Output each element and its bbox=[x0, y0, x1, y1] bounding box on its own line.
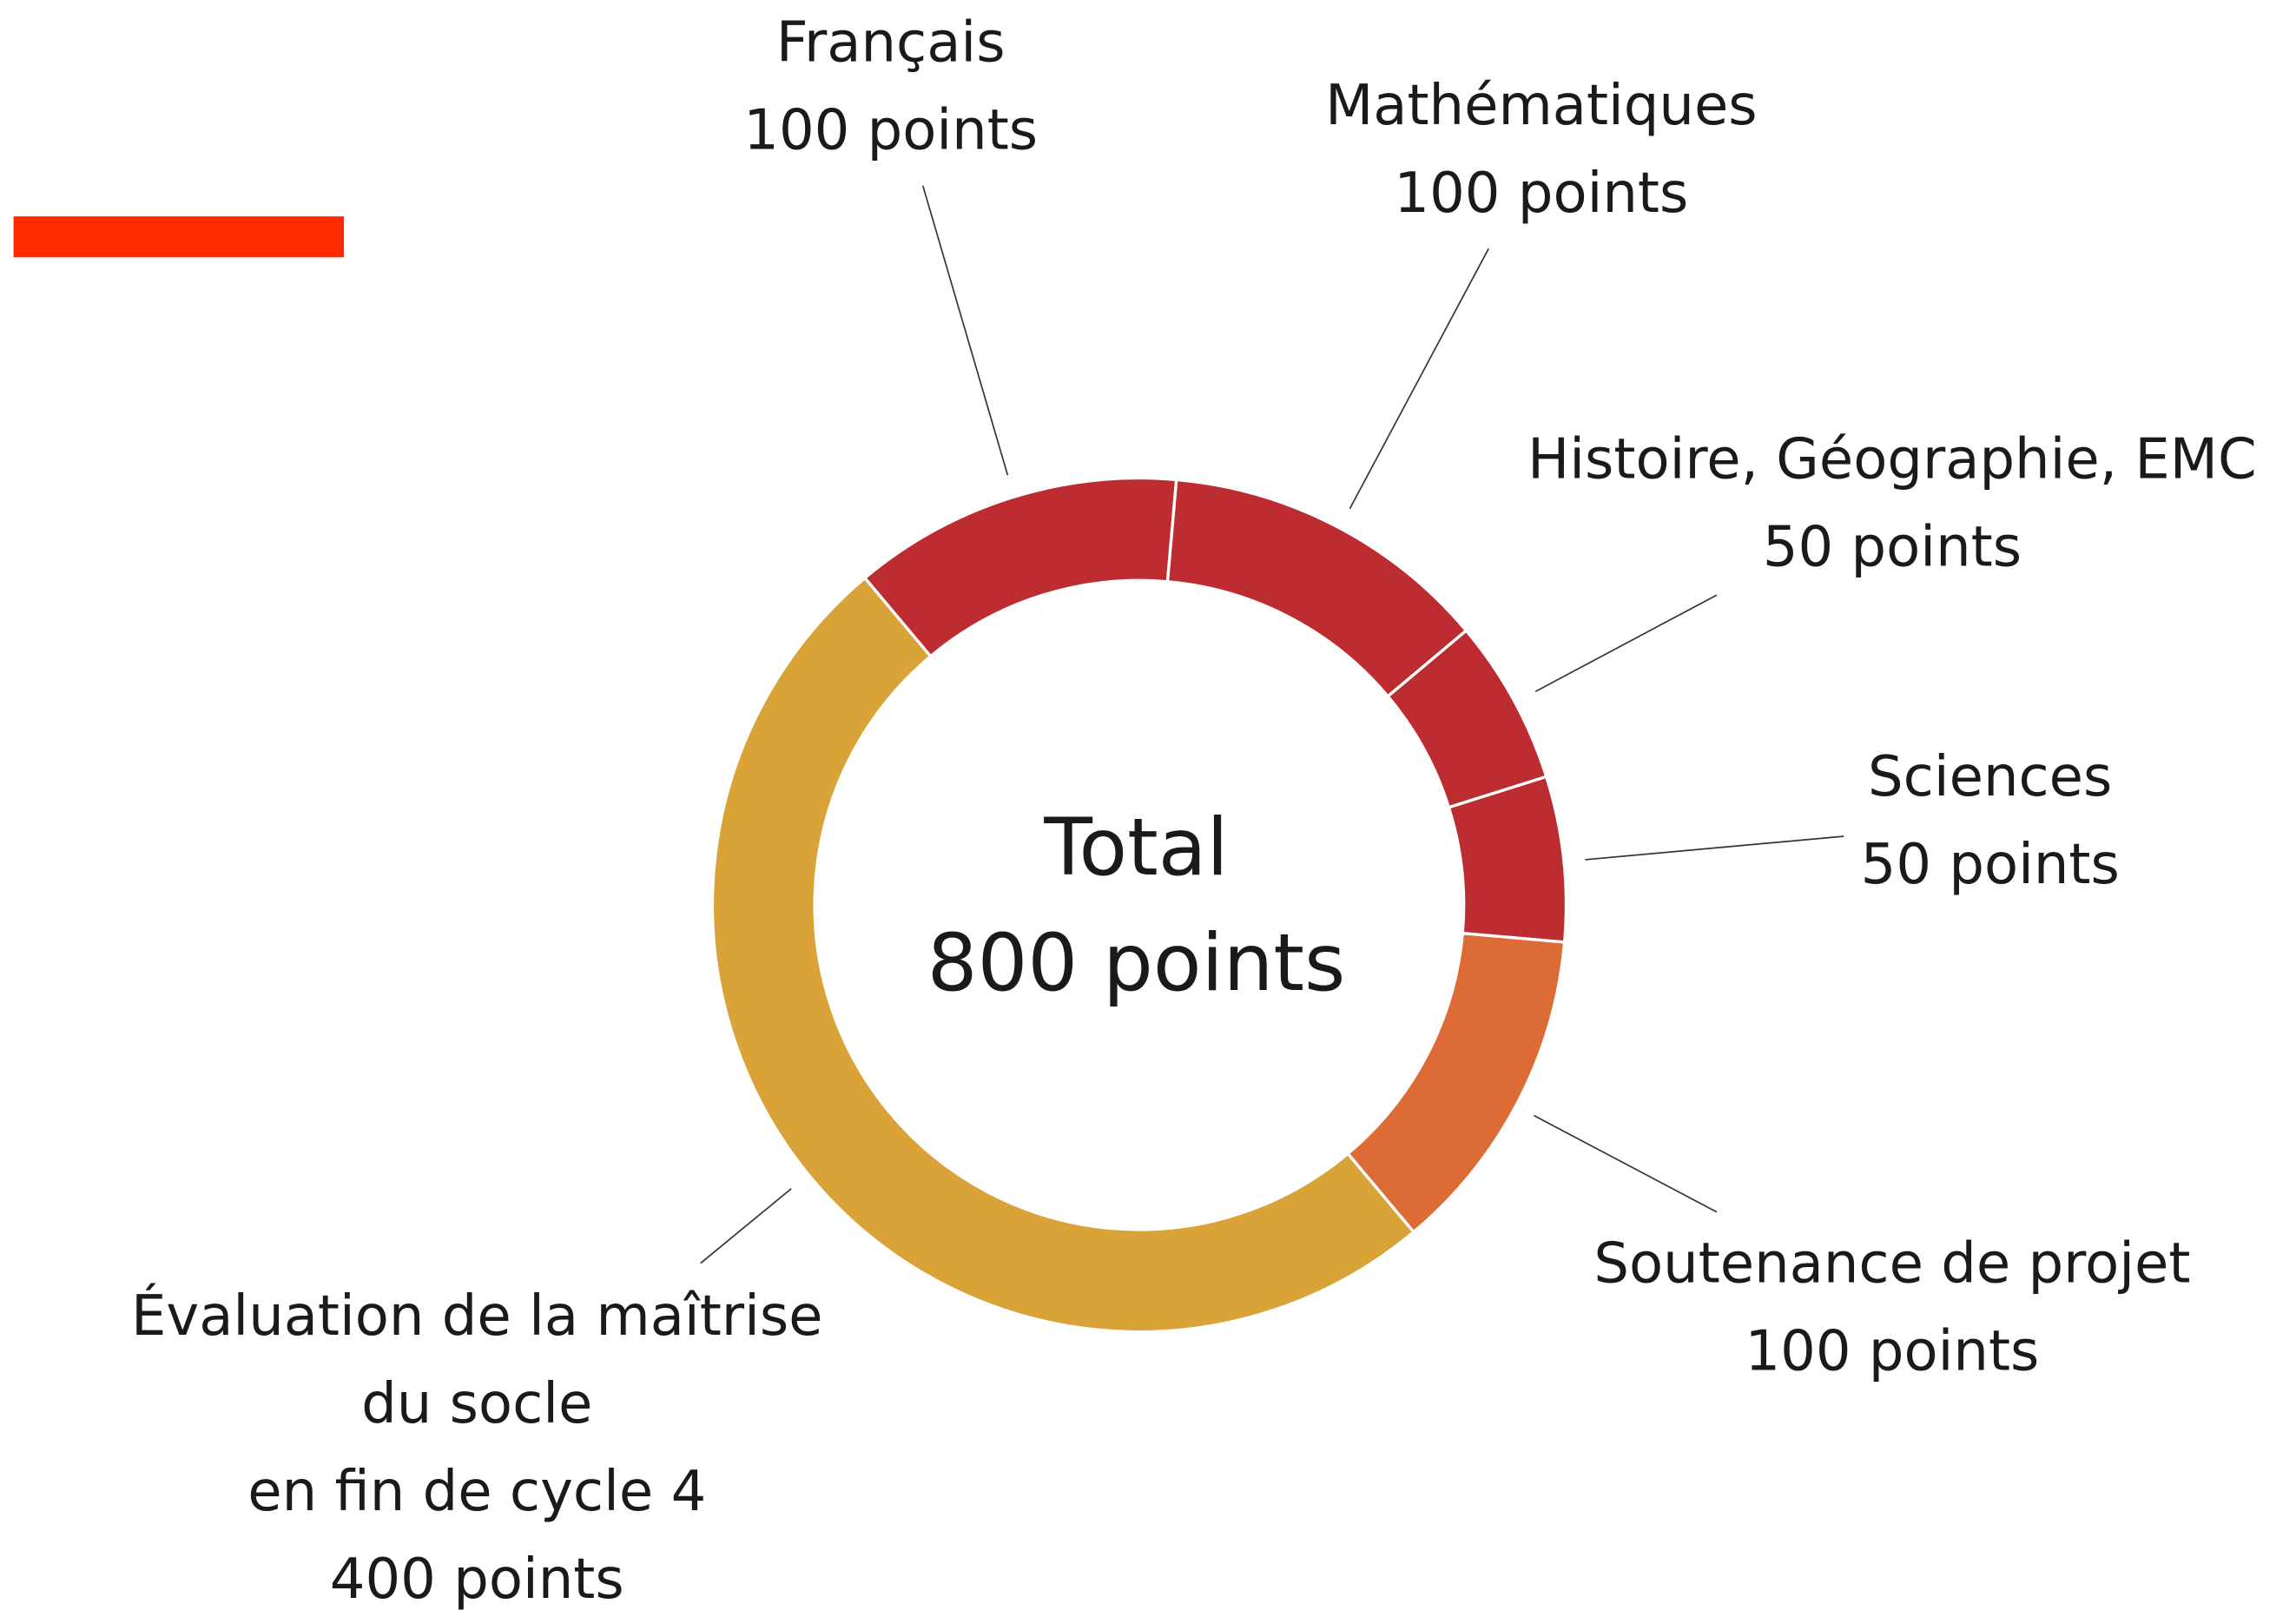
slice-label: Sciences bbox=[1868, 745, 2112, 809]
value-label: 50 points bbox=[1861, 833, 2120, 897]
leader-line bbox=[921, 185, 1009, 476]
label-line: en fin de cycle 4 bbox=[247, 1460, 706, 1524]
slice-label: Soutenance de projet bbox=[1593, 1231, 2190, 1296]
value-label: 400 points bbox=[330, 1548, 624, 1612]
leader-line bbox=[1534, 594, 1718, 693]
leader-line bbox=[700, 1188, 792, 1264]
donut-segment bbox=[1345, 931, 1567, 1235]
donut-segment bbox=[1165, 478, 1468, 699]
center-title: Total bbox=[1043, 802, 1228, 894]
slice-label: Mathématiques bbox=[1325, 74, 1758, 138]
label-line: Mathématiques bbox=[1325, 74, 1758, 138]
label-line: Français bbox=[776, 11, 1006, 76]
value-label: 100 points bbox=[743, 99, 1038, 163]
value-label: 50 points bbox=[1763, 516, 2022, 580]
label-line: du socle bbox=[361, 1372, 592, 1436]
value-label: 100 points bbox=[1394, 162, 1688, 226]
slice-label: Histoire, Géographie, EMC bbox=[1527, 428, 2257, 492]
donut-segment bbox=[1447, 775, 1568, 944]
center-label: 800 points bbox=[927, 918, 1346, 1009]
decor-bar bbox=[13, 216, 345, 258]
leader-line bbox=[1534, 1114, 1718, 1213]
donut-segment bbox=[710, 576, 1416, 1334]
value-label: 100 points bbox=[1745, 1319, 2039, 1383]
slice-label: Français bbox=[776, 11, 1006, 76]
label-line: Évaluation de la maîtrise bbox=[131, 1283, 823, 1349]
leader-line bbox=[1349, 248, 1490, 510]
label-line: Soutenance de projet bbox=[1593, 1231, 2190, 1296]
label-line: Sciences bbox=[1868, 745, 2112, 809]
slice-label: Évaluation de la maîtrise du socle en fin … bbox=[131, 1283, 823, 1524]
label-line: Histoire, Géographie, EMC bbox=[1527, 428, 2257, 492]
donut-segment bbox=[862, 476, 1178, 659]
leader-line bbox=[1585, 835, 1844, 861]
